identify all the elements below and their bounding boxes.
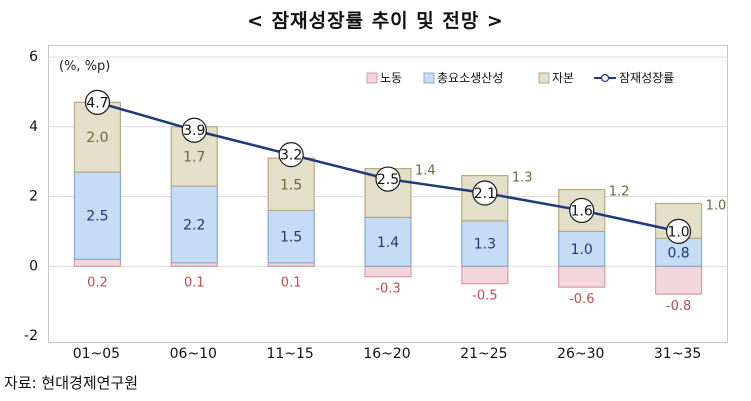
x-tick-label: 01~05 [73, 346, 120, 362]
data-label-potential: 3.2 [280, 148, 302, 164]
y-tick-label: 6 [29, 49, 38, 65]
data-label-capital: 1.7 [183, 149, 205, 165]
data-label-tfp: 2.5 [86, 209, 108, 225]
x-tick-label: 31~35 [654, 346, 701, 362]
potential-growth-marker [278, 142, 304, 168]
data-label-potential: 2.5 [377, 172, 399, 188]
bar-segment-labor [73, 258, 122, 267]
bar-segment-tfp [364, 216, 412, 267]
legend-swatch [538, 72, 550, 84]
bar-segment-tfp [73, 171, 122, 260]
bar-segment-labor [654, 265, 703, 295]
potential-growth-marker [569, 197, 595, 224]
legend-swatch [366, 72, 378, 84]
source-note: 자료: 현대경제연구원 [4, 374, 139, 392]
data-label-capital: 2.0 [86, 130, 108, 146]
chart-frame: (%, %p) 4.7 3.9 3.2 2.5 2.1 1.6 1.0 0.2 2.5 2.0 0… [48, 45, 728, 343]
x-tick-label: 16~20 [363, 346, 410, 362]
y-tick-label: -2 [24, 328, 38, 344]
chart-svg: (%, %p) 4.73.93.22.52.11.61.0 0.22.52.00… [49, 56, 727, 314]
x-tick-labels: 01~05 06~10 11~15 16~20 21~25 26~30 31~35 [73, 346, 702, 362]
data-label-potential: 1.0 [667, 224, 689, 240]
bar-segment-labor [558, 265, 606, 288]
bar-segment-tfp [267, 209, 315, 264]
data-label-capital: 1.3 [512, 171, 533, 186]
data-label-labor: 0.2 [87, 275, 108, 290]
bar-segment-tfp [170, 185, 218, 264]
x-tick-label: 26~30 [557, 346, 604, 362]
data-label-labor: 0.1 [281, 275, 302, 290]
potential-growth-marker [375, 166, 401, 192]
data-label-tfp: 1.5 [280, 230, 302, 246]
data-label-potential: 4.7 [86, 95, 108, 111]
bars [73, 101, 703, 295]
legend-swatch [423, 72, 435, 84]
potential-growth-marker [665, 218, 692, 244]
data-label-potential: 3.9 [183, 123, 205, 139]
unit-label: (%, %p) [59, 59, 110, 74]
data-label-labor: -0.3 [375, 282, 400, 297]
legend-label: 자본 [552, 71, 574, 85]
data-label-labor: 0.1 [184, 275, 205, 290]
x-tick-label: 06~10 [170, 346, 217, 362]
legend-label: 잠재성장률 [619, 71, 674, 85]
y-tick-labels: -2 0 2 4 6 [24, 49, 38, 344]
legend: 노동 총요소생산성 자본 잠재성장률 [366, 71, 674, 85]
data-label-capital: 1.5 [280, 177, 302, 193]
data-label-capital: 1.2 [609, 185, 630, 200]
potential-growth-marker [472, 180, 498, 206]
data-label-labor: -0.8 [666, 299, 691, 314]
legend-label: 총요소생산성 [437, 71, 503, 85]
data-label-tfp: 1.0 [571, 242, 593, 258]
data-label-tfp: 1.3 [474, 237, 496, 253]
bar-segment-tfp [558, 230, 606, 267]
data-label-capital: 1.0 [706, 198, 727, 213]
bar-segment-capital [170, 126, 218, 187]
y-tick-label: 4 [29, 119, 38, 135]
data-label-potential: 1.6 [571, 203, 593, 219]
data-labels: 0.2 2.5 2.0 0.1 2.2 1.7 0.1 1.5 1.5 -0.3 1.4 1.4 -0.… [86, 130, 726, 314]
data-label-tfp: 1.4 [377, 235, 399, 251]
legend-label: 노동 [380, 71, 402, 85]
potential-growth-marker [181, 117, 207, 143]
data-label-tfp: 0.8 [667, 245, 689, 261]
x-tick-label: 11~15 [266, 346, 313, 362]
data-label-potential: 2.1 [474, 186, 496, 202]
data-label-tfp: 2.2 [183, 217, 205, 233]
chart-title: < 잠재성장률 추이 및 전망 > [247, 10, 504, 32]
legend-marker-swatch [600, 73, 610, 83]
data-label-labor: -0.6 [569, 292, 594, 307]
line-series: 4.7 3.9 3.2 2.5 2.1 1.6 1.0 [84, 89, 692, 244]
y-tick-label: 0 [29, 258, 38, 274]
data-label-labor: -0.5 [472, 289, 497, 304]
bar-segment-labor [461, 265, 509, 285]
y-tick-label: 2 [29, 189, 38, 205]
potential-growth-marker [84, 89, 111, 115]
x-tick-label: 21~25 [460, 346, 507, 362]
data-label-capital: 1.4 [415, 164, 436, 179]
bar-segment-labor [364, 265, 412, 278]
